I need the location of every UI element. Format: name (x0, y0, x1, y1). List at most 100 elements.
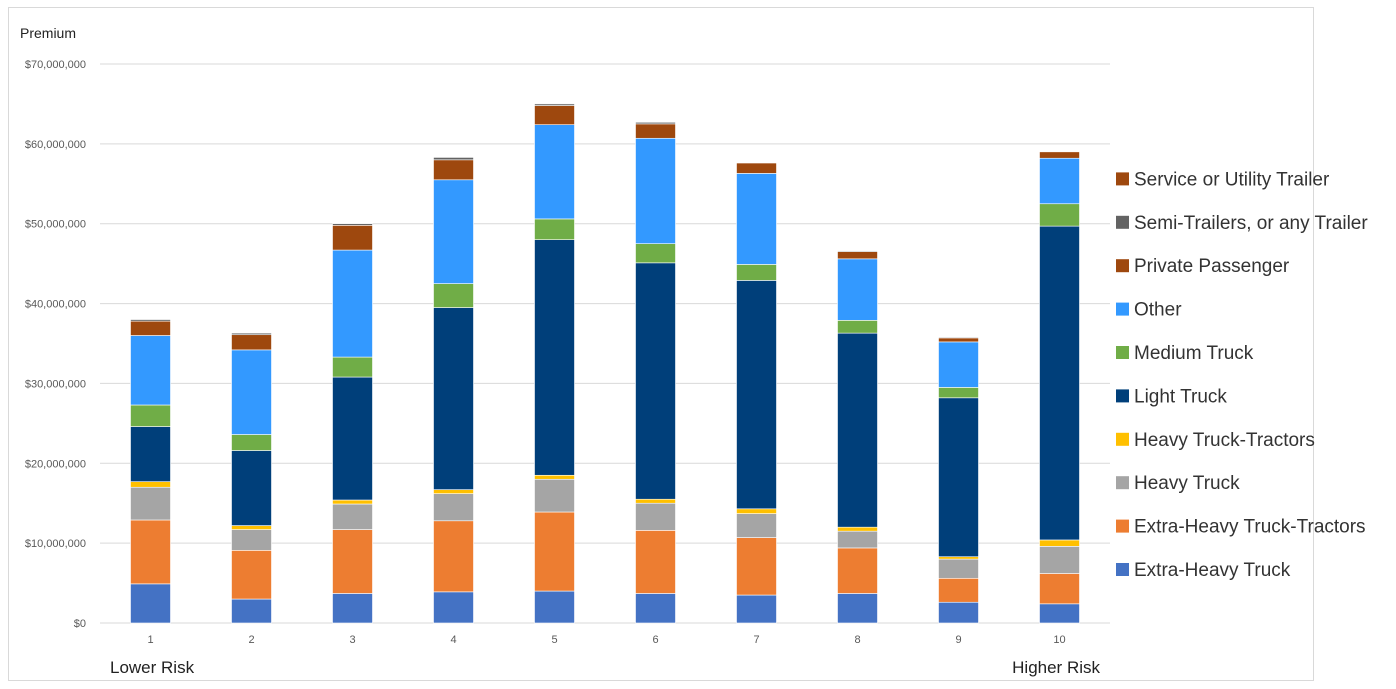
bar-segment (534, 478, 575, 513)
legend: Service or Utility Trailer Semi-Trailers,… (1116, 169, 1368, 581)
legend-swatch (1116, 519, 1129, 533)
legend-label: Other (1134, 300, 1182, 321)
bar-segment (938, 558, 979, 579)
y-tick-label: $10,000,000 (25, 538, 86, 550)
y-tick-label: $40,000,000 (25, 299, 86, 311)
bar-segment (332, 376, 373, 501)
y-axis: $0 $10,000,000 $20,000,000 $30,000,000 $40,0… (25, 59, 86, 630)
bar-segment (332, 499, 373, 505)
bar-segment (231, 525, 272, 530)
x-tick-label: 2 (248, 634, 254, 646)
bar-segment (736, 280, 777, 510)
legend-label: Service or Utility Trailer (1134, 169, 1330, 190)
bar-segment (635, 502, 676, 531)
bar-segment (938, 397, 979, 558)
bar-segment (837, 251, 878, 260)
legend-label: Medium Truck (1134, 343, 1254, 364)
bar-segment (332, 356, 373, 378)
higher-risk-label: Higher Risk (1012, 658, 1100, 677)
legend-label: Extra-Heavy Truck (1134, 560, 1291, 581)
bar-segment (231, 450, 272, 526)
bar-segment (837, 593, 878, 624)
bar-segment (635, 262, 676, 500)
bar-segment (1039, 157, 1080, 205)
bar-segment (635, 593, 676, 624)
bar-segment (1039, 225, 1080, 541)
legend-swatch (1116, 432, 1129, 446)
bar-segment (332, 503, 373, 530)
bar-segment (837, 526, 878, 532)
bar-segment (1039, 546, 1080, 574)
bar-segment (837, 250, 878, 252)
bar-segment (130, 404, 171, 427)
bar-segment (635, 123, 676, 139)
bar-segment (130, 335, 171, 406)
bars (130, 103, 1080, 624)
legend-swatch (1116, 302, 1129, 316)
bar-segment (231, 598, 272, 624)
bar-segment (736, 594, 777, 624)
bar-segment (635, 498, 676, 504)
bar-segment (938, 577, 979, 603)
bar-segment (837, 320, 878, 334)
bar-segment (332, 223, 373, 226)
x-tick-label: 7 (753, 634, 759, 646)
bar-segment (433, 179, 474, 284)
bar-segment (433, 157, 474, 161)
x-axis: 1 2 3 4 5 6 7 8 9 10 (147, 634, 1065, 646)
x-tick-label: 10 (1053, 634, 1065, 646)
bar-segment (534, 124, 575, 220)
y-axis-label: Premium (20, 25, 76, 41)
bar-segment (332, 529, 373, 594)
bar-segment (130, 583, 171, 624)
bar-segment (635, 137, 676, 244)
legend-swatch (1116, 563, 1129, 576)
bar-segment (332, 593, 373, 624)
bar-segment (433, 283, 474, 308)
bar-segment (635, 243, 676, 264)
bar-segment (938, 387, 979, 399)
y-tick-label: $70,000,000 (25, 59, 86, 71)
legend-swatch (1116, 259, 1129, 273)
bar-segment (938, 556, 979, 560)
bar-segment (1039, 151, 1080, 159)
bar-segment (837, 258, 878, 321)
bar-segment (1039, 539, 1080, 547)
bar-segment (433, 159, 474, 181)
y-tick-label: $0 (74, 618, 86, 630)
bar-segment (938, 601, 979, 624)
bar-segment (534, 105, 575, 125)
x-tick-label: 4 (450, 634, 456, 646)
bar-segment (433, 591, 474, 624)
x-tick-label: 9 (955, 634, 961, 646)
bar-segment (433, 493, 474, 522)
legend-label: Light Truck (1134, 386, 1227, 407)
legend-label: Private Passenger (1134, 256, 1290, 277)
legend-swatch (1116, 389, 1129, 403)
y-tick-label: $60,000,000 (25, 139, 86, 151)
bar-segment (130, 519, 171, 585)
bar-segment (231, 434, 272, 451)
y-tick-label: $20,000,000 (25, 458, 86, 470)
bar-segment (231, 334, 272, 351)
legend-label: Heavy Truck-Tractors (1134, 430, 1315, 451)
bar-segment (130, 426, 171, 482)
bar-segment (332, 225, 373, 251)
legend-label: Heavy Truck (1134, 473, 1240, 494)
bar-segment (433, 307, 474, 490)
bar-segment (736, 537, 777, 596)
bar-segment (938, 336, 979, 339)
x-tick-label: 5 (551, 634, 557, 646)
bar-segment (231, 529, 272, 551)
legend-swatch (1116, 215, 1129, 229)
bar-segment (433, 520, 474, 593)
bar-segment (837, 530, 878, 549)
bar-segment (837, 547, 878, 594)
x-tick-label: 6 (652, 634, 658, 646)
bar-segment (231, 349, 272, 435)
legend-label: Semi-Trailers, or any Trailer (1134, 213, 1368, 234)
y-tick-label: $30,000,000 (25, 378, 86, 390)
bar-segment (1039, 573, 1080, 605)
legend-label: Extra-Heavy Truck-Tractors (1134, 517, 1366, 538)
